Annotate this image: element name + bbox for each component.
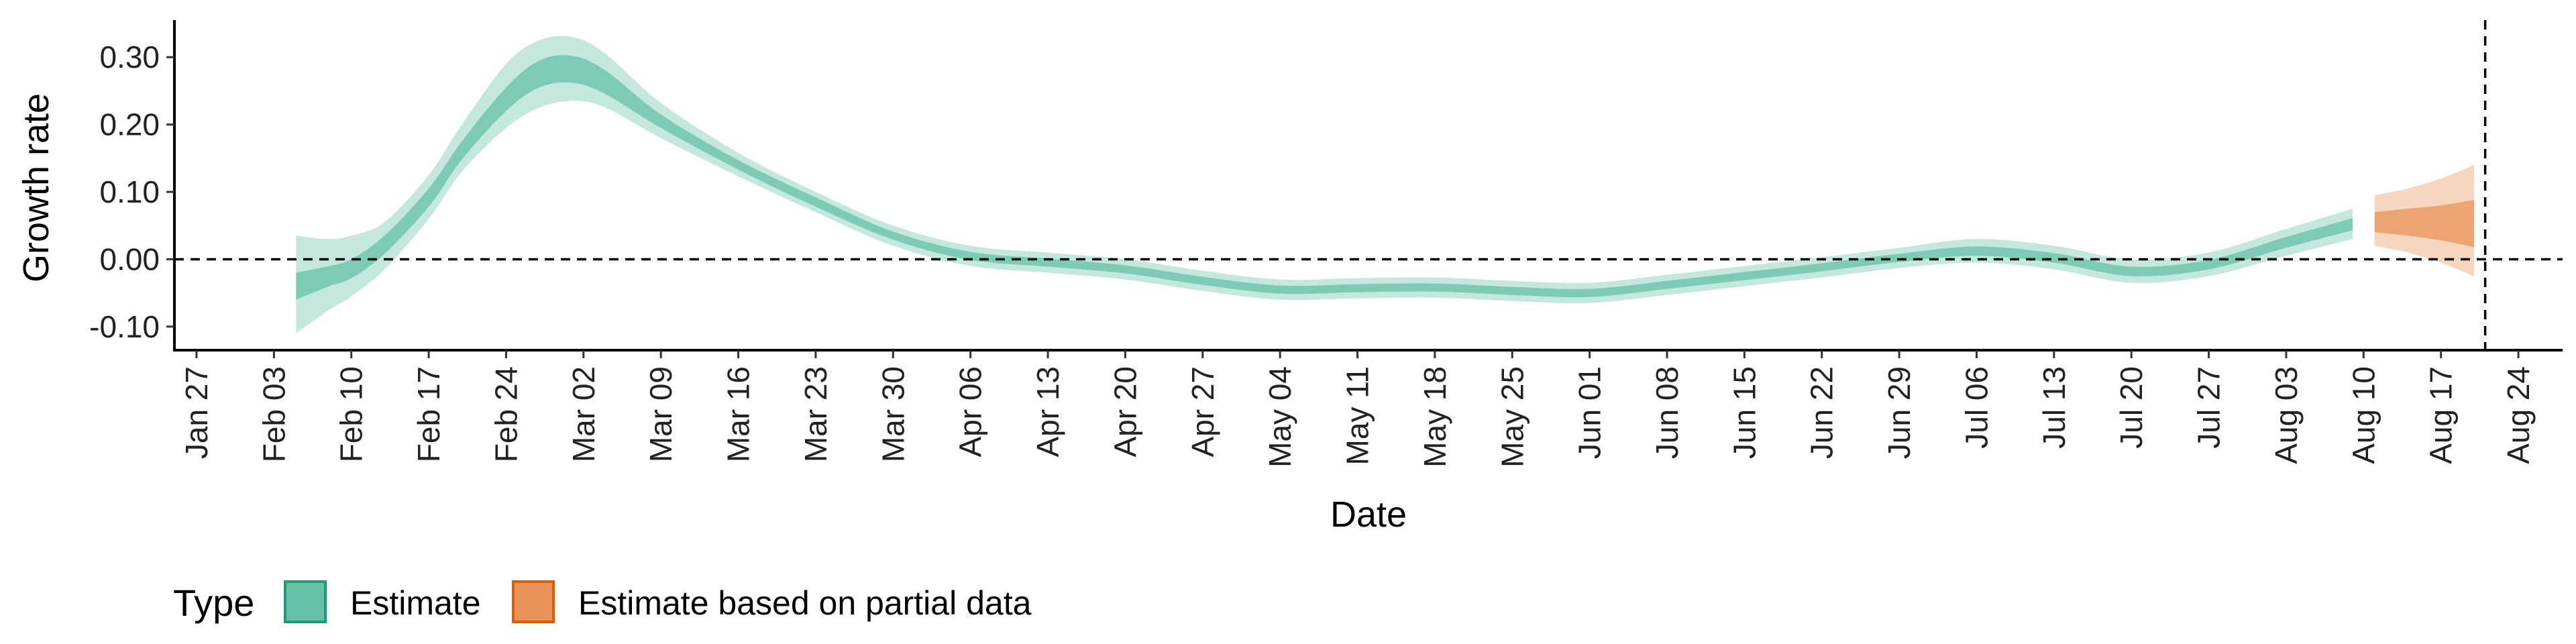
- x-tick-label: Jun 01: [1572, 366, 1607, 459]
- x-tick-label: Jul 06: [1959, 366, 1994, 449]
- legend-label-partial: Estimate based on partial data: [578, 584, 1032, 622]
- x-tick-label: Jun 15: [1727, 366, 1762, 459]
- y-tick-label: 0.00: [99, 241, 160, 276]
- x-tick-label: May 18: [1417, 366, 1452, 468]
- x-tick-label: Jul 13: [2037, 366, 2072, 449]
- legend-title: Type: [173, 582, 254, 624]
- x-tick-label: Jul 27: [2192, 366, 2226, 449]
- x-tick-label: Jun 22: [1805, 366, 1839, 459]
- x-tick-label: Aug 10: [2346, 366, 2381, 464]
- x-tick-label: Mar 09: [643, 366, 678, 462]
- x-tick-label: Mar 02: [566, 366, 601, 462]
- x-tick-label: Aug 24: [2501, 366, 2536, 464]
- x-ticks: Jan 27 Feb 03 Feb 10 Feb 17 Feb 24 Mar 02 Mar …: [179, 350, 2536, 468]
- x-tick-label: Feb 03: [256, 366, 291, 462]
- legend-swatch-estimate: [284, 580, 327, 623]
- band50-estimate: [296, 55, 2353, 300]
- y-ticks: -0.10 0.00 0.10 0.20 0.30: [89, 40, 174, 344]
- legend: Type Estimate Estimate based on partial …: [173, 580, 1032, 624]
- legend-label-estimate: Estimate: [350, 584, 481, 622]
- x-tick-label: Mar 30: [875, 366, 910, 462]
- x-tick-label: Aug 03: [2269, 366, 2304, 464]
- y-axis-title: Growth rate: [16, 93, 56, 282]
- x-tick-label: Jul 20: [2114, 366, 2149, 449]
- x-tick-label: Apr 06: [953, 366, 988, 458]
- x-tick-label: Feb 10: [334, 366, 369, 462]
- x-tick-label: Mar 23: [798, 366, 833, 462]
- x-tick-label: Feb 24: [488, 366, 523, 462]
- x-tick-label: May 25: [1495, 366, 1529, 468]
- x-tick-label: May 04: [1263, 366, 1297, 468]
- axes: [173, 20, 2563, 352]
- x-tick-label: Jun 08: [1650, 366, 1684, 459]
- y-tick-label: 0.30: [99, 40, 160, 74]
- x-tick-label: Jun 29: [1882, 366, 1917, 459]
- x-tick-label: Apr 27: [1185, 366, 1220, 458]
- reference-lines: [174, 20, 2563, 350]
- x-tick-label: Aug 17: [2424, 366, 2459, 464]
- x-tick-label: May 11: [1340, 366, 1375, 465]
- x-tick-label: Mar 16: [721, 366, 756, 462]
- legend-swatch-partial: [512, 580, 555, 623]
- y-tick-label: 0.10: [99, 174, 160, 209]
- uncertainty-bands: [296, 36, 2475, 333]
- x-tick-label: Apr 20: [1108, 366, 1142, 458]
- band50-partial: [2374, 200, 2475, 248]
- x-tick-label: Feb 17: [411, 366, 446, 462]
- x-tick-label: Jan 27: [179, 366, 214, 459]
- y-tick-label: 0.20: [99, 107, 160, 142]
- x-axis-title: Date: [1330, 494, 1407, 535]
- x-tick-label: Apr 13: [1030, 366, 1065, 458]
- y-tick-label: -0.10: [89, 309, 160, 344]
